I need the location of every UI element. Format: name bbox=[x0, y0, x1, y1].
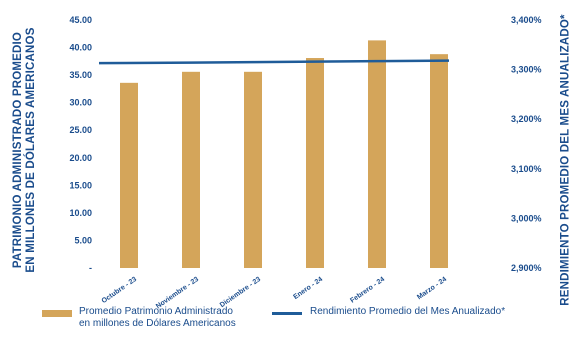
legend-bar-swatch bbox=[42, 310, 72, 317]
left-tick-label: 20.00 bbox=[69, 153, 92, 163]
left-tick-label: 25.00 bbox=[69, 125, 92, 135]
left-axis-title-line2: EN MILLONES DE DÓLARES AMERICANOS bbox=[25, 27, 37, 273]
right-tick-label: 3,300% bbox=[511, 65, 542, 75]
left-tick-label: 45.00 bbox=[69, 15, 92, 25]
right-tick-label: 2,900% bbox=[511, 263, 542, 273]
left-tick-label: - bbox=[89, 263, 92, 273]
legend-line-swatch bbox=[272, 312, 302, 315]
rendimiento-line bbox=[98, 59, 450, 65]
left-tick-label: 5.00 bbox=[74, 235, 92, 245]
right-axis-title: RENDIMIENTO PROMEDIO DEL MES ANUALIZADO* bbox=[560, 14, 573, 305]
left-tick-label: 35.00 bbox=[69, 70, 92, 80]
right-tick-label: 3,100% bbox=[511, 164, 542, 174]
x-tick-label: Febrero - 24 bbox=[349, 276, 386, 305]
x-tick-label: Diciembre - 23 bbox=[219, 276, 262, 309]
bar-2 bbox=[182, 71, 200, 268]
x-tick-label: Marzo - 24 bbox=[416, 276, 448, 301]
right-tick-label: 3,200% bbox=[511, 114, 542, 124]
x-tick-label: Octubre - 23 bbox=[101, 276, 139, 305]
right-axis-title-text: RENDIMIENTO PROMEDIO DEL MES ANUALIZADO* bbox=[559, 14, 572, 306]
left-tick-label: 40.00 bbox=[69, 43, 92, 53]
bar-4 bbox=[306, 58, 324, 268]
bar-1 bbox=[120, 82, 138, 269]
x-tick-label: Enero - 24 bbox=[292, 276, 324, 301]
left-axis-title-line1: PATRIMONIO ADMINISTRADO PROMEDIO bbox=[12, 31, 24, 269]
left-tick-label: 10.00 bbox=[69, 208, 92, 218]
line-series bbox=[98, 59, 450, 65]
legend-bar-label-line1: Promedio Patrimonio Administrado bbox=[79, 306, 233, 317]
legend-line-label-text: Rendimiento Promedio del Mes Anualizado* bbox=[310, 306, 506, 317]
left-axis-ticks: - 5.00 10.00 15.00 20.00 25.00 30.00 35.00 40.00… bbox=[69, 15, 92, 273]
legend-bar-label-line2: en millones de Dólares Americanos bbox=[79, 318, 236, 329]
right-tick-label: 3,400% bbox=[511, 15, 542, 25]
bar-6 bbox=[430, 54, 448, 269]
bar-5 bbox=[368, 40, 386, 268]
bar-3 bbox=[244, 71, 262, 268]
left-tick-label: 15.00 bbox=[69, 180, 92, 190]
left-axis-title: PATRIMONIO ADMINISTRADO PROMEDIO EN MILL… bbox=[12, 27, 38, 272]
left-tick-label: 30.00 bbox=[69, 98, 92, 108]
bar-series bbox=[120, 40, 448, 269]
legend-line-label: Rendimiento Promedio del Mes Anualizado* bbox=[310, 306, 505, 318]
right-axis-ticks: 2,900% 3,000% 3,100% 3,200% 3,300% 3,400% bbox=[511, 15, 542, 273]
legend-bar-label: Promedio Patrimonio Administrado en mill… bbox=[79, 306, 236, 330]
right-tick-label: 3,000% bbox=[511, 213, 542, 223]
